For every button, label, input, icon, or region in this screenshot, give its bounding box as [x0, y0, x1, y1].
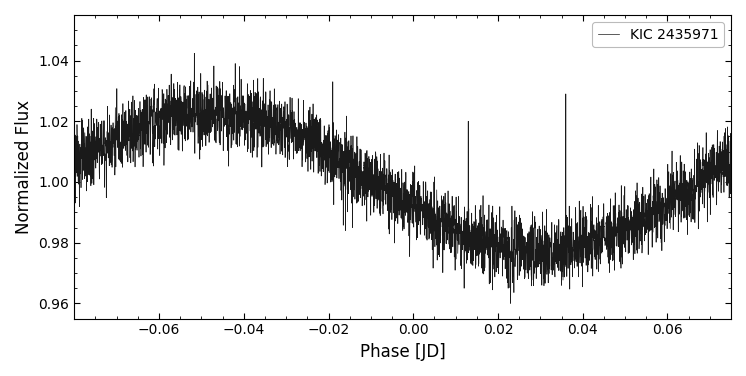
Line: KIC 2435971: KIC 2435971 — [75, 53, 731, 303]
KIC 2435971 — [351, 152, 360, 156]
KIC 2435971 — [190, 51, 199, 56]
KIC 2435971 — [727, 166, 736, 171]
KIC 2435971 — [506, 301, 515, 306]
KIC 2435971 — [548, 240, 557, 245]
KIC 2435971 — [70, 179, 79, 183]
KIC 2435971 — [346, 147, 355, 152]
KIC 2435971 — [674, 226, 683, 230]
X-axis label: Phase [JD]: Phase [JD] — [360, 343, 445, 361]
KIC 2435971 — [706, 167, 715, 171]
KIC 2435971 — [382, 188, 391, 192]
Legend: KIC 2435971: KIC 2435971 — [592, 22, 724, 47]
Y-axis label: Normalized Flux: Normalized Flux — [15, 100, 33, 234]
